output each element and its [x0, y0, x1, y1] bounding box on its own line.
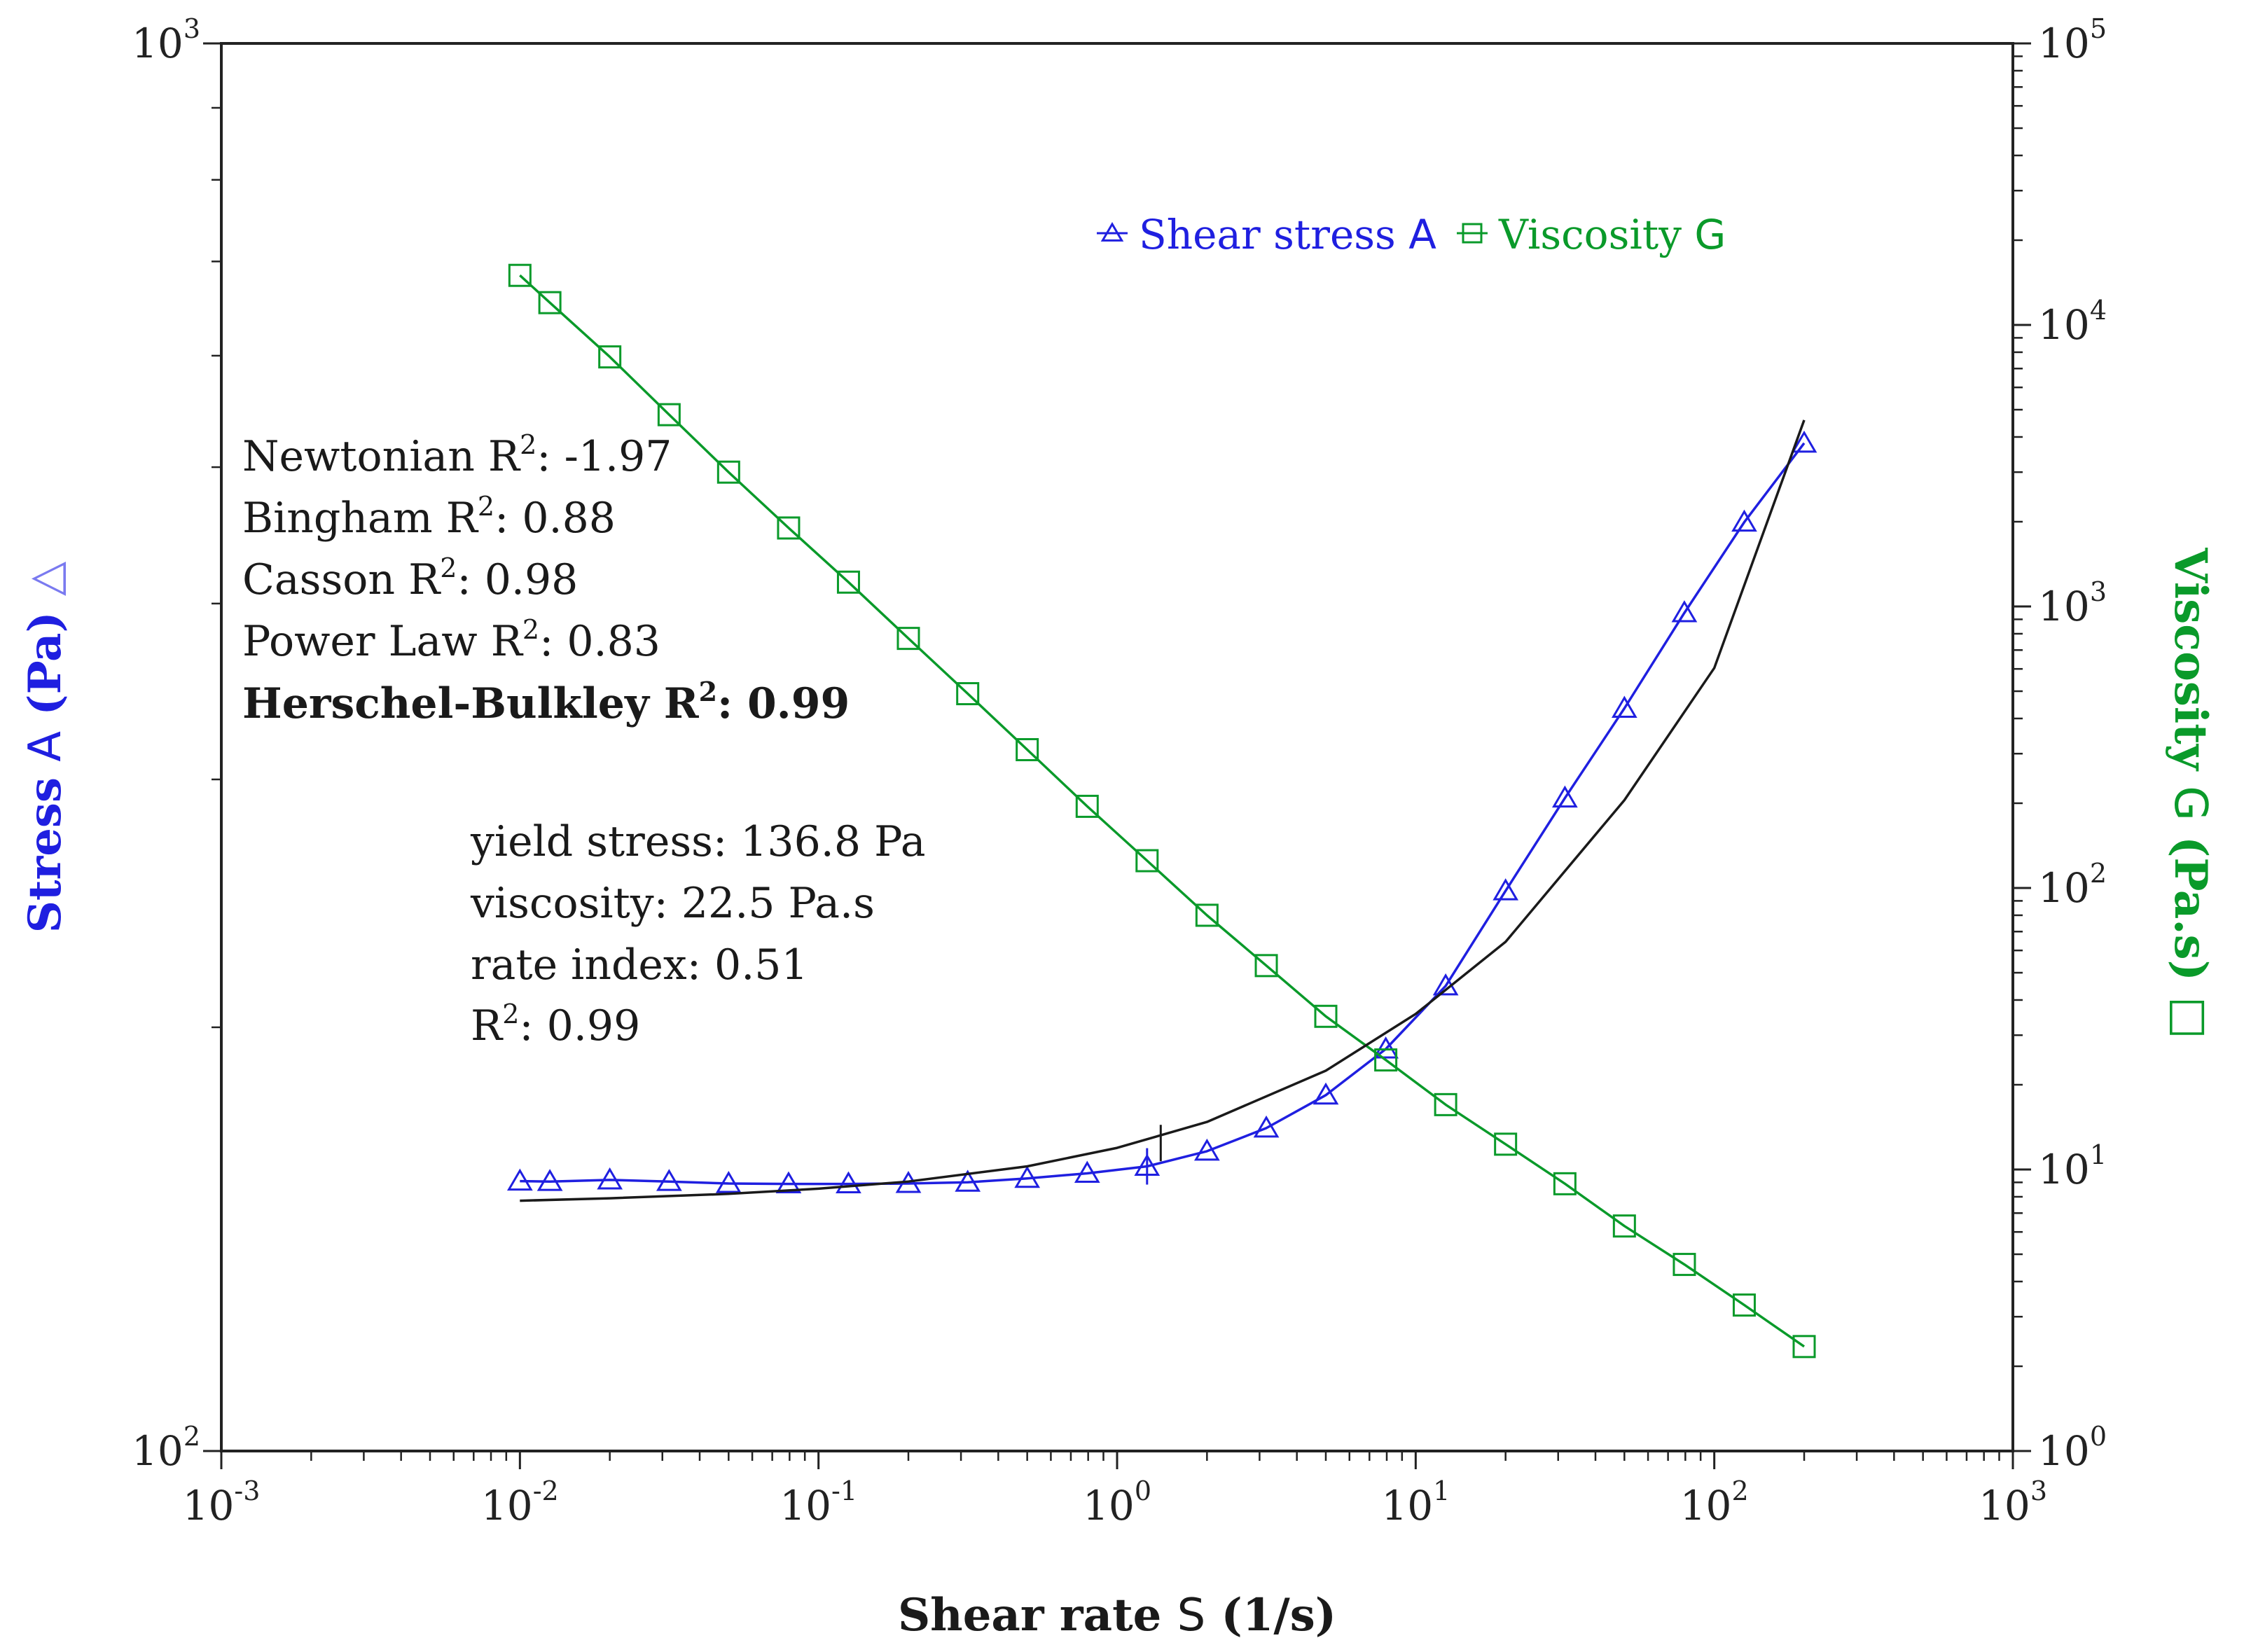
viscosity-g-point — [1314, 1004, 1338, 1028]
shear-stress-a-point — [1552, 785, 1578, 808]
viscosity-g-point — [777, 516, 801, 540]
shear-stress-a-point — [536, 1169, 563, 1191]
viscosity-g-point — [956, 682, 980, 706]
plot-series — [506, 263, 1817, 1359]
viscosity-g-point — [1075, 794, 1099, 818]
viscosity-g-point — [1553, 1172, 1577, 1195]
viscosity-g-point — [1672, 1253, 1696, 1277]
shear-stress-a-point — [1253, 1115, 1280, 1138]
y-left-axis-label: Stress A (Pa) △ — [19, 561, 71, 933]
fit-parameter: rate index: 0.51 — [471, 940, 808, 990]
shear-stress-a-point — [715, 1171, 742, 1193]
shear-stress-a-point — [656, 1169, 682, 1191]
shear-stress-a-point — [1671, 600, 1698, 623]
viscosity-g-point — [1494, 1132, 1518, 1156]
x-tick-label: 10-2 — [481, 1476, 559, 1529]
model-r2-label: Newtonian R2: -1.97 — [242, 429, 672, 481]
viscosity-g-point — [1135, 849, 1159, 873]
model-r2-label: Casson R2: 0.98 — [242, 553, 578, 604]
shear-stress-a-point — [1731, 509, 1757, 532]
viscosity-g-point — [1374, 1048, 1398, 1072]
axis-labels: Shear rate S (1/s) Stress A (Pa) △ Viscosi… — [19, 547, 2217, 1641]
shear-stress-a-point — [1373, 1036, 1399, 1059]
viscosity-g-point — [657, 403, 681, 426]
x-tick-label: 101 — [1381, 1476, 1450, 1529]
y-right-tick-label: 103 — [2038, 576, 2107, 630]
x-tick-label: 103 — [1979, 1476, 2047, 1529]
y-left-tick-label: 102 — [132, 1421, 200, 1475]
y-right-tick-label: 100 — [2038, 1421, 2107, 1475]
viscosity-g-point — [836, 570, 860, 594]
fit-parameter: viscosity: 22.5 Pa.s — [470, 879, 875, 928]
y-left-tick-label: 103 — [132, 13, 200, 67]
shear-stress-a-point — [506, 1168, 533, 1191]
shear-stress-a-point — [836, 1171, 861, 1194]
legend: Shear stress A Viscosity G — [1097, 211, 1726, 258]
shear-stress-a-point — [775, 1171, 802, 1194]
legend-entry-viscosity: Viscosity G — [1457, 211, 1726, 258]
model-annotations: Newtonian R2: -1.97 Bingham R2: 0.88 Casso… — [242, 429, 926, 1050]
plot-frame — [220, 42, 2014, 1452]
shear-stress-a-point — [955, 1169, 981, 1192]
y-right-tick-label: 105 — [2038, 13, 2107, 67]
viscosity-g-line — [519, 274, 1805, 1348]
shear-stress-a-point — [1492, 878, 1519, 901]
y-right-axis-label: Viscosity G (Pa.s) □ — [2164, 547, 2217, 1039]
viscosity-g-point — [1195, 903, 1219, 927]
y-left-label-group: Stress A (Pa) △ — [19, 561, 71, 933]
axis-tick-labels: 10-3 10-2 10-1 100 101 102 1031021031001011021… — [132, 13, 2107, 1529]
shear-stress-a-point — [1074, 1160, 1100, 1183]
legend-entry-shear-stress: Shear stress A — [1097, 211, 1436, 258]
model-r2-label: Power Law R2: 0.83 — [242, 614, 660, 666]
fit-parameter: yield stress: 136.8 Pa — [470, 817, 926, 866]
viscosity-g-point — [1016, 737, 1039, 761]
x-axis-label: Shear rate S (1/s) — [898, 1589, 1336, 1641]
shear-stress-a-point — [1313, 1082, 1339, 1105]
legend-label: Shear stress A — [1139, 211, 1436, 258]
viscosity-g-point — [508, 263, 532, 287]
shear-stress-a-point — [597, 1167, 623, 1190]
x-tick-label: 10-1 — [780, 1476, 857, 1529]
y-right-tick-label: 101 — [2038, 1139, 2107, 1193]
axis-ticks — [203, 42, 2031, 1469]
herschel-bulkley-fit-line — [520, 419, 1806, 1202]
model-r2-label: Bingham R2: 0.88 — [242, 491, 616, 543]
viscosity-g-point — [896, 627, 920, 651]
viscosity-g-point — [1732, 1293, 1756, 1317]
viscosity-g-point — [1254, 954, 1278, 978]
viscosity-g-point — [1612, 1214, 1636, 1238]
shear-stress-a-point — [1611, 695, 1637, 718]
legend-triangle-marker — [1100, 222, 1124, 242]
shear-stress-a-point — [1791, 430, 1817, 453]
model-r2-label: Herschel-Bulkley R2: 0.99 — [242, 676, 850, 728]
x-tick-label: 102 — [1680, 1476, 1749, 1529]
shear-stress-a-point — [1193, 1138, 1220, 1161]
shear-stress-a-point — [1014, 1165, 1041, 1188]
viscosity-g-point — [1434, 1092, 1457, 1116]
y-right-label-group: Viscosity G (Pa.s) □ — [2164, 547, 2217, 1039]
x-tick-label: 10-3 — [183, 1476, 261, 1529]
legend-label: Viscosity G — [1498, 211, 1726, 258]
viscosity-g-point — [1792, 1335, 1816, 1359]
viscosity-g-point — [716, 460, 740, 484]
y-right-tick-label: 104 — [2038, 295, 2107, 349]
x-tick-label: 100 — [1083, 1476, 1151, 1529]
fit-parameter: R2: 0.99 — [471, 999, 640, 1050]
viscosity-g-point — [538, 291, 562, 314]
y-right-tick-label: 102 — [2038, 858, 2107, 912]
viscosity-g-point — [598, 345, 622, 369]
legend-square-marker — [1462, 223, 1483, 244]
